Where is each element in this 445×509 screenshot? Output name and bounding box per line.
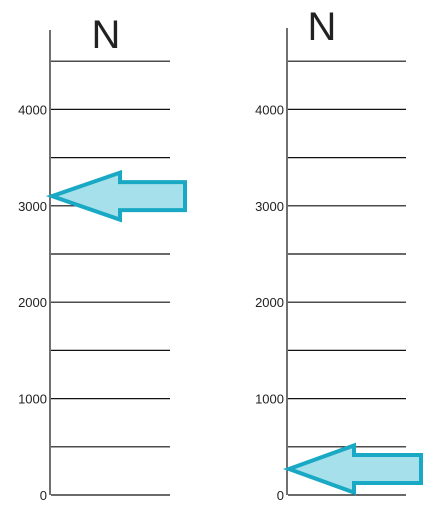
rung-group: [51, 60, 170, 496]
tick-label: 0: [40, 488, 47, 503]
left-arrow-icon: [283, 442, 423, 496]
rung-group: [288, 60, 406, 496]
tick-label: 4000: [18, 102, 47, 117]
tick-label: 2000: [255, 295, 284, 310]
tick-label: 3000: [18, 199, 47, 214]
tick-label-group: 0 1000 2000 3000 4000: [255, 102, 284, 503]
tick-label: 2000: [18, 295, 47, 310]
scale-right: 0 1000 2000 3000 4000 N: [255, 5, 423, 503]
tick-label: 0: [277, 488, 284, 503]
tick-label-group: 0 1000 2000 3000 4000: [18, 102, 47, 503]
left-arrow-icon: [45, 169, 187, 223]
tick-label: 3000: [255, 199, 284, 214]
scale-title: N: [92, 13, 121, 57]
tick-label: 1000: [18, 392, 47, 407]
scale-title: N: [308, 5, 337, 49]
scale-left: 0 1000 2000 3000 4000 N: [18, 13, 187, 503]
tick-label: 1000: [255, 392, 284, 407]
tick-label: 4000: [255, 102, 284, 117]
